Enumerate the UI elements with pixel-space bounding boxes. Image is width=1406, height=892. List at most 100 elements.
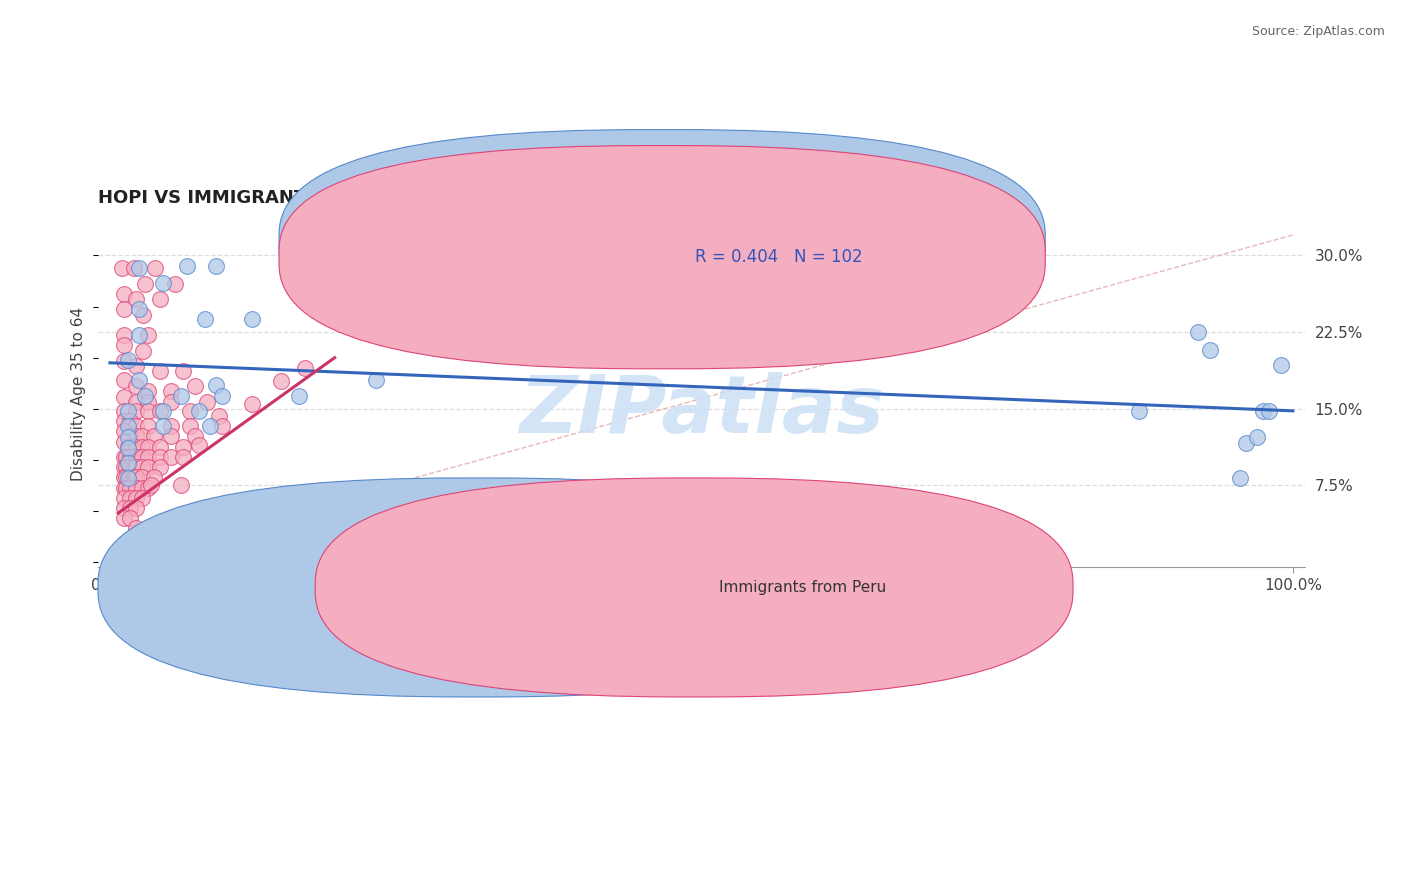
Point [128, 301, 150, 316]
Point [112, 287, 135, 301]
Point [125, 419, 148, 434]
Point [163, 277, 186, 291]
Point [211, 419, 233, 434]
Point [131, 429, 153, 443]
Point [160, 419, 183, 434]
Point [125, 481, 148, 495]
Point [1251, 404, 1274, 418]
Point [112, 460, 135, 475]
Point [117, 430, 139, 444]
Point [152, 404, 174, 418]
Point [240, 397, 263, 411]
Point [112, 301, 135, 316]
Point [128, 260, 150, 275]
Point [118, 481, 141, 495]
Point [136, 328, 159, 343]
Point [111, 260, 134, 275]
Point [170, 478, 193, 492]
Point [132, 343, 155, 358]
Point [294, 360, 316, 375]
Point [142, 470, 165, 484]
Point [112, 338, 135, 352]
Point [1234, 435, 1257, 450]
Point [172, 450, 194, 464]
Point [112, 353, 135, 368]
Point [118, 491, 141, 505]
Point [1199, 343, 1222, 357]
Point [112, 470, 135, 484]
FancyBboxPatch shape [610, 225, 997, 274]
Point [125, 429, 148, 443]
Point [112, 434, 135, 449]
Point [118, 460, 141, 475]
Point [142, 429, 165, 443]
Point [125, 379, 148, 393]
Point [136, 440, 159, 454]
Point [136, 460, 159, 475]
Point [125, 470, 148, 484]
Point [187, 437, 209, 451]
Point [122, 460, 145, 475]
Point [176, 259, 198, 273]
Point [160, 429, 183, 443]
Point [288, 388, 311, 402]
Point [270, 374, 292, 388]
Point [112, 414, 135, 428]
Point [1270, 358, 1292, 372]
Point [208, 409, 231, 423]
Point [200, 419, 222, 434]
Point [131, 450, 153, 464]
Point [205, 259, 228, 273]
Point [117, 456, 139, 470]
Point [115, 470, 138, 484]
Point [115, 450, 138, 464]
Text: HOPI VS IMMIGRANTS FROM PERU DISABILITY AGE 35 TO 64 CORRELATION CHART: HOPI VS IMMIGRANTS FROM PERU DISABILITY … [98, 189, 928, 207]
Point [131, 460, 153, 475]
Point [179, 404, 201, 418]
Point [117, 471, 139, 485]
Point [195, 394, 218, 409]
Point [117, 404, 139, 418]
Point [112, 425, 135, 439]
Point [1246, 430, 1268, 444]
Point [184, 429, 207, 443]
Point [1187, 325, 1209, 339]
Point [125, 450, 148, 464]
Text: Immigrants from Peru: Immigrants from Peru [720, 580, 887, 595]
Point [152, 419, 174, 434]
Point [118, 500, 141, 515]
Point [1128, 404, 1150, 418]
Point [122, 470, 145, 484]
Point [125, 521, 148, 535]
Y-axis label: Disability Age 35 to 64: Disability Age 35 to 64 [72, 307, 86, 481]
FancyBboxPatch shape [278, 145, 1045, 368]
Point [131, 470, 153, 484]
Point [131, 491, 153, 505]
Point [125, 394, 148, 409]
Text: R = 0.404   N = 102: R = 0.404 N = 102 [696, 248, 863, 266]
Point [115, 460, 138, 475]
Point [112, 373, 135, 387]
Point [112, 511, 135, 525]
FancyBboxPatch shape [98, 478, 856, 697]
Point [128, 373, 150, 387]
Point [160, 384, 183, 399]
Point [115, 481, 138, 495]
Point [125, 293, 148, 307]
Point [125, 491, 148, 505]
Text: Source: ZipAtlas.com: Source: ZipAtlas.com [1251, 25, 1385, 38]
Point [172, 364, 194, 378]
Point [187, 404, 209, 418]
Point [148, 364, 170, 378]
Point [112, 328, 135, 343]
Point [903, 281, 925, 295]
Point [148, 404, 170, 418]
FancyBboxPatch shape [315, 478, 1073, 697]
Point [125, 500, 148, 515]
Point [118, 470, 141, 484]
Point [122, 260, 145, 275]
Point [128, 328, 150, 343]
Point [205, 378, 228, 392]
Point [170, 388, 193, 402]
Point [131, 481, 153, 495]
